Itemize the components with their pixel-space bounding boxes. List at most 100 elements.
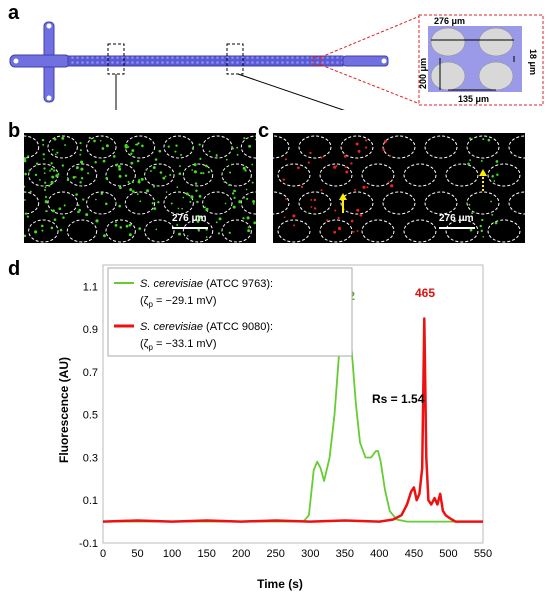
cell-dot — [190, 195, 194, 199]
cell-dot — [364, 139, 368, 142]
pillar-outline — [403, 219, 437, 243]
cell-dot — [344, 166, 347, 169]
cell-dot — [185, 213, 188, 216]
cell-dot — [87, 172, 90, 175]
pillar-inset: 276 μm 200 μm 18 μm 135 μm — [418, 14, 544, 106]
cell-dot — [138, 227, 142, 230]
pillar-outline — [424, 135, 458, 159]
cell-dot — [495, 160, 499, 163]
y-tick-label: -0.1 — [79, 538, 98, 550]
cell-dot — [297, 166, 300, 170]
cell-dot — [352, 231, 355, 233]
cell-dot — [27, 155, 30, 158]
cell-dot — [204, 164, 208, 168]
cell-dot — [245, 188, 248, 191]
series-line-9080 — [102, 317, 483, 523]
cell-dot — [125, 224, 129, 228]
cell-dot — [136, 159, 140, 163]
pillar-outline — [340, 191, 374, 215]
cell-dot — [247, 229, 251, 233]
cell-dot — [82, 198, 85, 201]
cell-dot — [99, 139, 102, 142]
cell-dot — [175, 144, 178, 147]
pillar-outline — [182, 163, 214, 187]
cell-dot — [491, 174, 494, 178]
cell-dot — [59, 228, 63, 232]
cell-dot — [333, 165, 337, 169]
cell-dot — [154, 158, 158, 161]
cell-dot — [202, 172, 205, 175]
cell-dot — [182, 196, 185, 199]
cell-dot — [103, 234, 106, 238]
cell-dot — [50, 226, 54, 230]
cell-dot — [238, 200, 242, 204]
pillar-outline — [66, 219, 98, 243]
cell-dot — [105, 202, 108, 206]
cell-dot — [200, 172, 203, 175]
cell-dot — [194, 182, 198, 185]
zoom-box-c — [226, 43, 244, 75]
cell-dot — [366, 186, 369, 189]
cell-dot — [199, 216, 203, 219]
cell-dot — [283, 216, 286, 218]
cell-dot — [313, 198, 317, 202]
cell-dot — [481, 218, 484, 222]
y-tick-label: 0.9 — [83, 324, 98, 336]
cell-dot — [129, 223, 132, 226]
cell-dot — [174, 150, 177, 153]
cell-dot — [24, 172, 27, 176]
y-tick-label: 0.1 — [83, 495, 98, 507]
cell-dot — [41, 138, 45, 142]
cell-dot — [217, 232, 221, 235]
cell-dot — [85, 213, 89, 217]
cell-dot — [350, 219, 354, 223]
cell-dot — [39, 179, 41, 181]
cell-dot — [282, 178, 286, 181]
cell-dot — [95, 219, 99, 223]
cell-dot — [79, 181, 82, 184]
channel-schematic — [9, 15, 421, 110]
inset-pillar-label: 135 μm — [458, 94, 489, 104]
cell-dot — [115, 221, 117, 223]
cell-dot — [50, 167, 53, 171]
inset-height-label: 200 μm — [418, 58, 428, 89]
cell-dot — [469, 228, 473, 232]
cell-dot — [77, 204, 80, 207]
cell-dot — [130, 152, 133, 155]
cell-dot — [469, 137, 472, 140]
cell-dot — [164, 175, 167, 178]
cell-dot — [479, 224, 482, 228]
cell-dot — [494, 221, 498, 225]
cell-dot — [61, 136, 65, 140]
x-axis-label: Time (s) — [257, 577, 303, 591]
cell-dot — [151, 202, 154, 205]
cell-dot — [176, 223, 179, 226]
cell-dot — [300, 185, 304, 189]
cell-dot — [42, 153, 45, 156]
cell-dot — [145, 189, 150, 193]
cell-dot — [224, 202, 227, 205]
cell-dot — [131, 180, 134, 184]
cell-dot — [34, 173, 38, 177]
y-tick-label: 1.1 — [83, 281, 98, 293]
cell-dot — [191, 169, 193, 171]
cell-dot — [467, 162, 470, 166]
cell-dot — [390, 184, 394, 188]
pillar-outline — [105, 163, 136, 187]
cell-dot — [51, 175, 55, 179]
cell-dot — [384, 139, 387, 143]
cell-dot — [157, 201, 160, 204]
cell-dot — [178, 232, 182, 236]
panel-label-b: b — [8, 120, 21, 142]
pillar-outline — [28, 163, 59, 187]
cell-dot — [138, 181, 141, 184]
cell-dot — [236, 153, 239, 156]
cell-dot — [53, 218, 57, 221]
pillar-outline — [66, 163, 98, 187]
legend-entry-9763: S. cerevisiae (ATCC 9763): — [140, 278, 273, 290]
cell-dot — [169, 174, 172, 177]
micrograph-b: 276 μm — [24, 133, 256, 243]
cell-dot — [100, 192, 104, 195]
cell-dot — [51, 148, 54, 151]
x-tick-label: 50 — [131, 548, 143, 560]
